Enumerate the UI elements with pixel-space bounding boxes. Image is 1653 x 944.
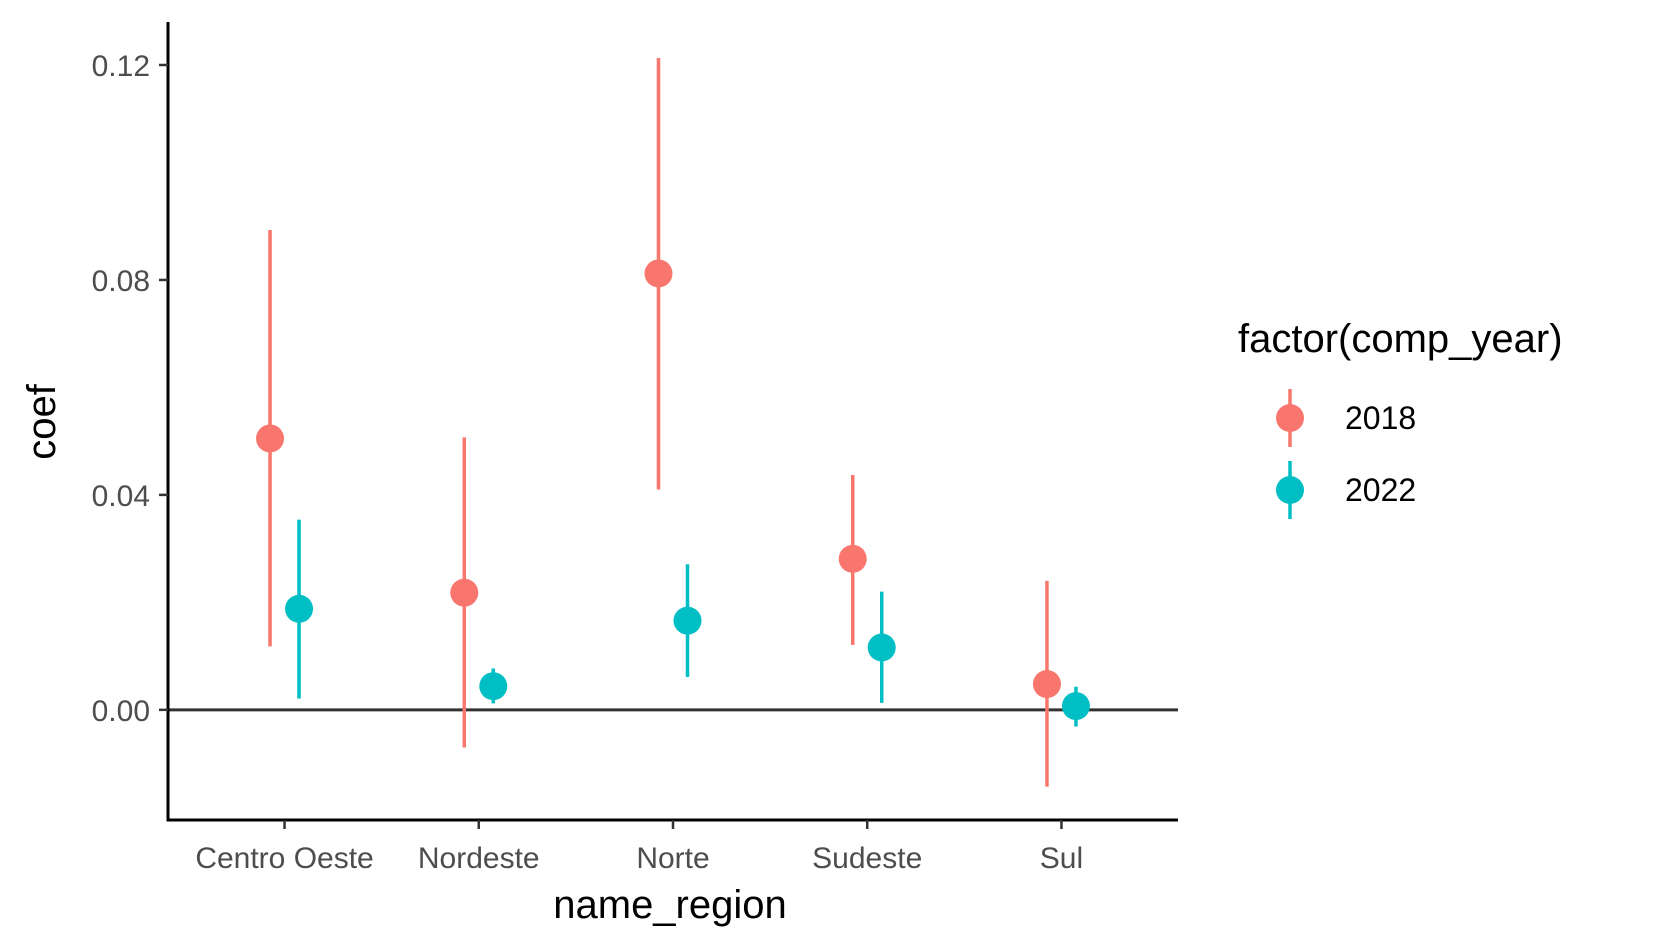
x-tick-label: Nordeste (418, 842, 540, 875)
y-tick-label: 0.04 (92, 480, 150, 513)
y-axis-title: coef (20, 383, 64, 459)
point-2022 (479, 672, 508, 701)
x-tick-label: Sudeste (812, 842, 922, 875)
legend-key-point-2022 (1276, 476, 1304, 504)
legend: factor(comp_year) 2018 2022 (1238, 317, 1563, 519)
point-2018 (1032, 670, 1061, 699)
plot-area (168, 58, 1178, 787)
point-2022 (1061, 692, 1090, 721)
x-tick-label: Sul (1040, 842, 1083, 875)
x-tick-label: Norte (636, 842, 709, 875)
y-tick-label: 0.12 (92, 50, 150, 83)
y-tick-label: 0.08 (92, 265, 150, 298)
x-axis-title: name_region (553, 883, 787, 927)
point-2018 (644, 259, 673, 288)
point-2022 (673, 606, 702, 635)
point-2022 (867, 633, 896, 662)
point-2018 (450, 578, 479, 607)
point-2018 (256, 424, 285, 453)
legend-key-point-2018 (1276, 404, 1304, 432)
legend-label-2018: 2018 (1345, 400, 1416, 436)
x-tick-label: Centro Oeste (195, 842, 373, 875)
point-2022 (285, 594, 314, 623)
point-2018 (838, 544, 867, 573)
legend-label-2022: 2022 (1345, 472, 1416, 508)
axes: 0.00 0.04 0.08 0.12 Centro Oeste Nordeste Nort… (92, 22, 1178, 875)
y-tick-label: 0.00 (92, 695, 150, 728)
legend-title: factor(comp_year) (1238, 317, 1563, 361)
